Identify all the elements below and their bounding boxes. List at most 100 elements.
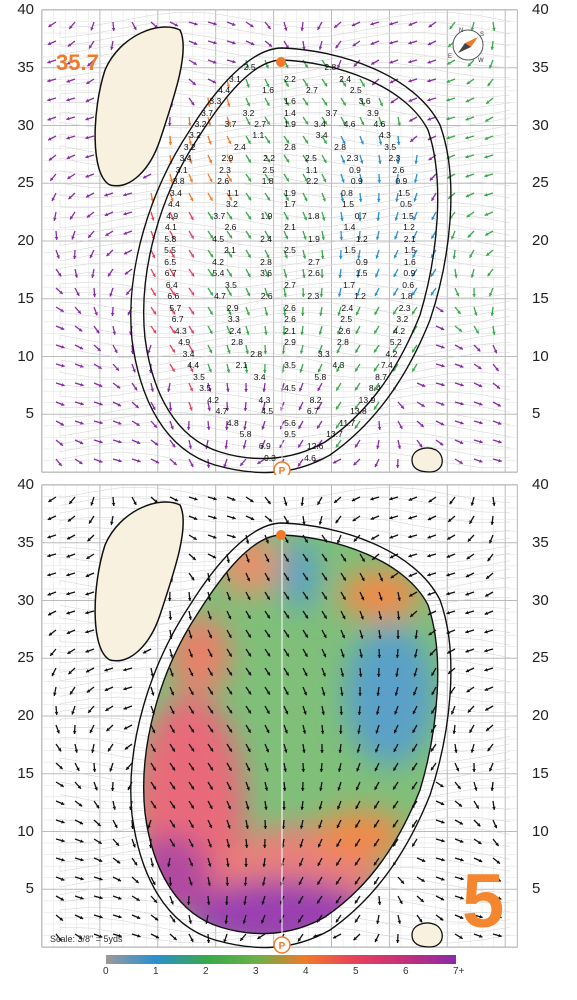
slope-arrowhead [48,632,53,636]
hole-marker-top [276,57,286,67]
slope-value-label: 2.5 [244,62,256,72]
svg-text:N: N [459,28,463,34]
slope-arrowhead [379,102,383,107]
slope-arrowhead [479,934,483,938]
slope-arrowhead [266,615,270,619]
slope-arrowhead [389,60,393,64]
slope-arrowhead [190,843,194,848]
slope-arrowhead [421,403,425,407]
slope-arrowhead [247,710,251,714]
slope-arrowhead [395,654,400,658]
slope-arrowhead [427,516,432,521]
slope-arrowhead [476,347,481,352]
slope-value-label: 3.5 [199,383,211,393]
slope-value-label: 2.7 [284,280,296,290]
slope-arrowhead [373,367,378,372]
slope-arrowhead [285,633,290,638]
slope-value-label: 1.7 [284,199,296,209]
slope-value-label: 1.5 [356,268,368,278]
slope-arrowhead [50,652,54,656]
slope-arrowhead [457,310,461,315]
slope-arrowhead [396,141,401,145]
slope-arrowhead [171,748,175,752]
slope-arrowhead [245,540,250,544]
slope-value-label: 4.2 [393,326,405,336]
slope-arrowhead [298,938,302,942]
slope-arrowhead [304,539,308,543]
slope-arrowhead [249,498,254,502]
legend-label: 1 [153,966,159,977]
slope-arrowhead [155,460,160,464]
slope-arrowhead [356,274,361,278]
slope-arrowhead [447,61,451,65]
slope-arrowhead [154,917,159,921]
slope-arrowhead [440,326,445,331]
slope-value-label: 2.6 [225,222,237,232]
slope-arrowhead [479,914,483,919]
slope-arrowhead [371,536,375,540]
slope-arrowhead [266,121,270,125]
slope-arrowhead [223,939,227,943]
slope-arrowhead [80,857,84,862]
slope-arrowhead [246,292,251,297]
slope-arrowhead [304,558,308,562]
slope-arrowhead [228,690,233,695]
slope-arrowhead [206,939,211,943]
slope-arrowhead [208,824,213,829]
slope-arrowhead [151,729,156,734]
slope-arrowhead [408,516,412,520]
slope-arrowhead [152,881,156,885]
legend-label: 0 [103,966,109,977]
slope-arrowhead [190,463,194,467]
slope-arrowhead [335,918,340,923]
slope-arrowhead [170,198,174,202]
slope-arrowhead [85,573,90,578]
slope-arrowhead [208,159,213,164]
slope-arrowhead [151,217,155,221]
slope-value-label: 2.3 [347,153,359,163]
slope-value-label: 6.7 [307,406,319,416]
slope-arrowhead [67,43,72,47]
slope-arrowhead [285,197,289,201]
slope-arrowhead [319,293,324,297]
slope-arrowhead [246,102,251,107]
slope-arrowhead [487,272,491,277]
slope-value-label: 6.4 [166,280,178,290]
slope-arrowhead [335,443,340,448]
slope-arrowhead [85,154,89,159]
slope-arrowhead [244,863,248,867]
slope-value-label: 5.8 [240,429,252,439]
slope-arrowhead [338,274,343,278]
slope-arrowhead [152,804,157,809]
slope-arrowhead [390,99,395,104]
slope-arrowhead [374,311,378,315]
slope-arrowhead [266,177,271,182]
slope-arrowhead [470,749,475,753]
slope-arrowhead [393,729,398,734]
slope-arrowhead [285,139,290,144]
slope-arrowhead [126,291,130,295]
slope-arrowhead [397,122,401,126]
slope-arrowhead [264,806,268,810]
slope-arrowhead [244,369,249,373]
slope-arrowhead [228,634,232,638]
slope-arrowhead [85,610,89,615]
slope-arrowhead [171,273,175,277]
slope-arrowhead [342,82,346,87]
slope-arrowhead [356,749,361,753]
slope-value-label: 1.8 [262,176,274,186]
slope-arrowhead [317,881,321,885]
slope-arrowhead [189,387,193,392]
slope-arrowhead [71,236,75,240]
slope-arrowhead [189,197,194,202]
slope-arrowhead [441,363,445,368]
slope-arrowhead [285,653,289,657]
y-axis-tick-left: 20 [17,232,34,249]
slope-arrowhead [284,710,289,715]
slope-arrowhead [394,217,399,221]
slope-arrowhead [104,668,108,672]
slope-arrowhead [361,558,365,562]
slope-arrowhead [279,444,283,448]
slope-arrowhead [70,691,74,695]
slope-arrowhead [61,820,65,824]
